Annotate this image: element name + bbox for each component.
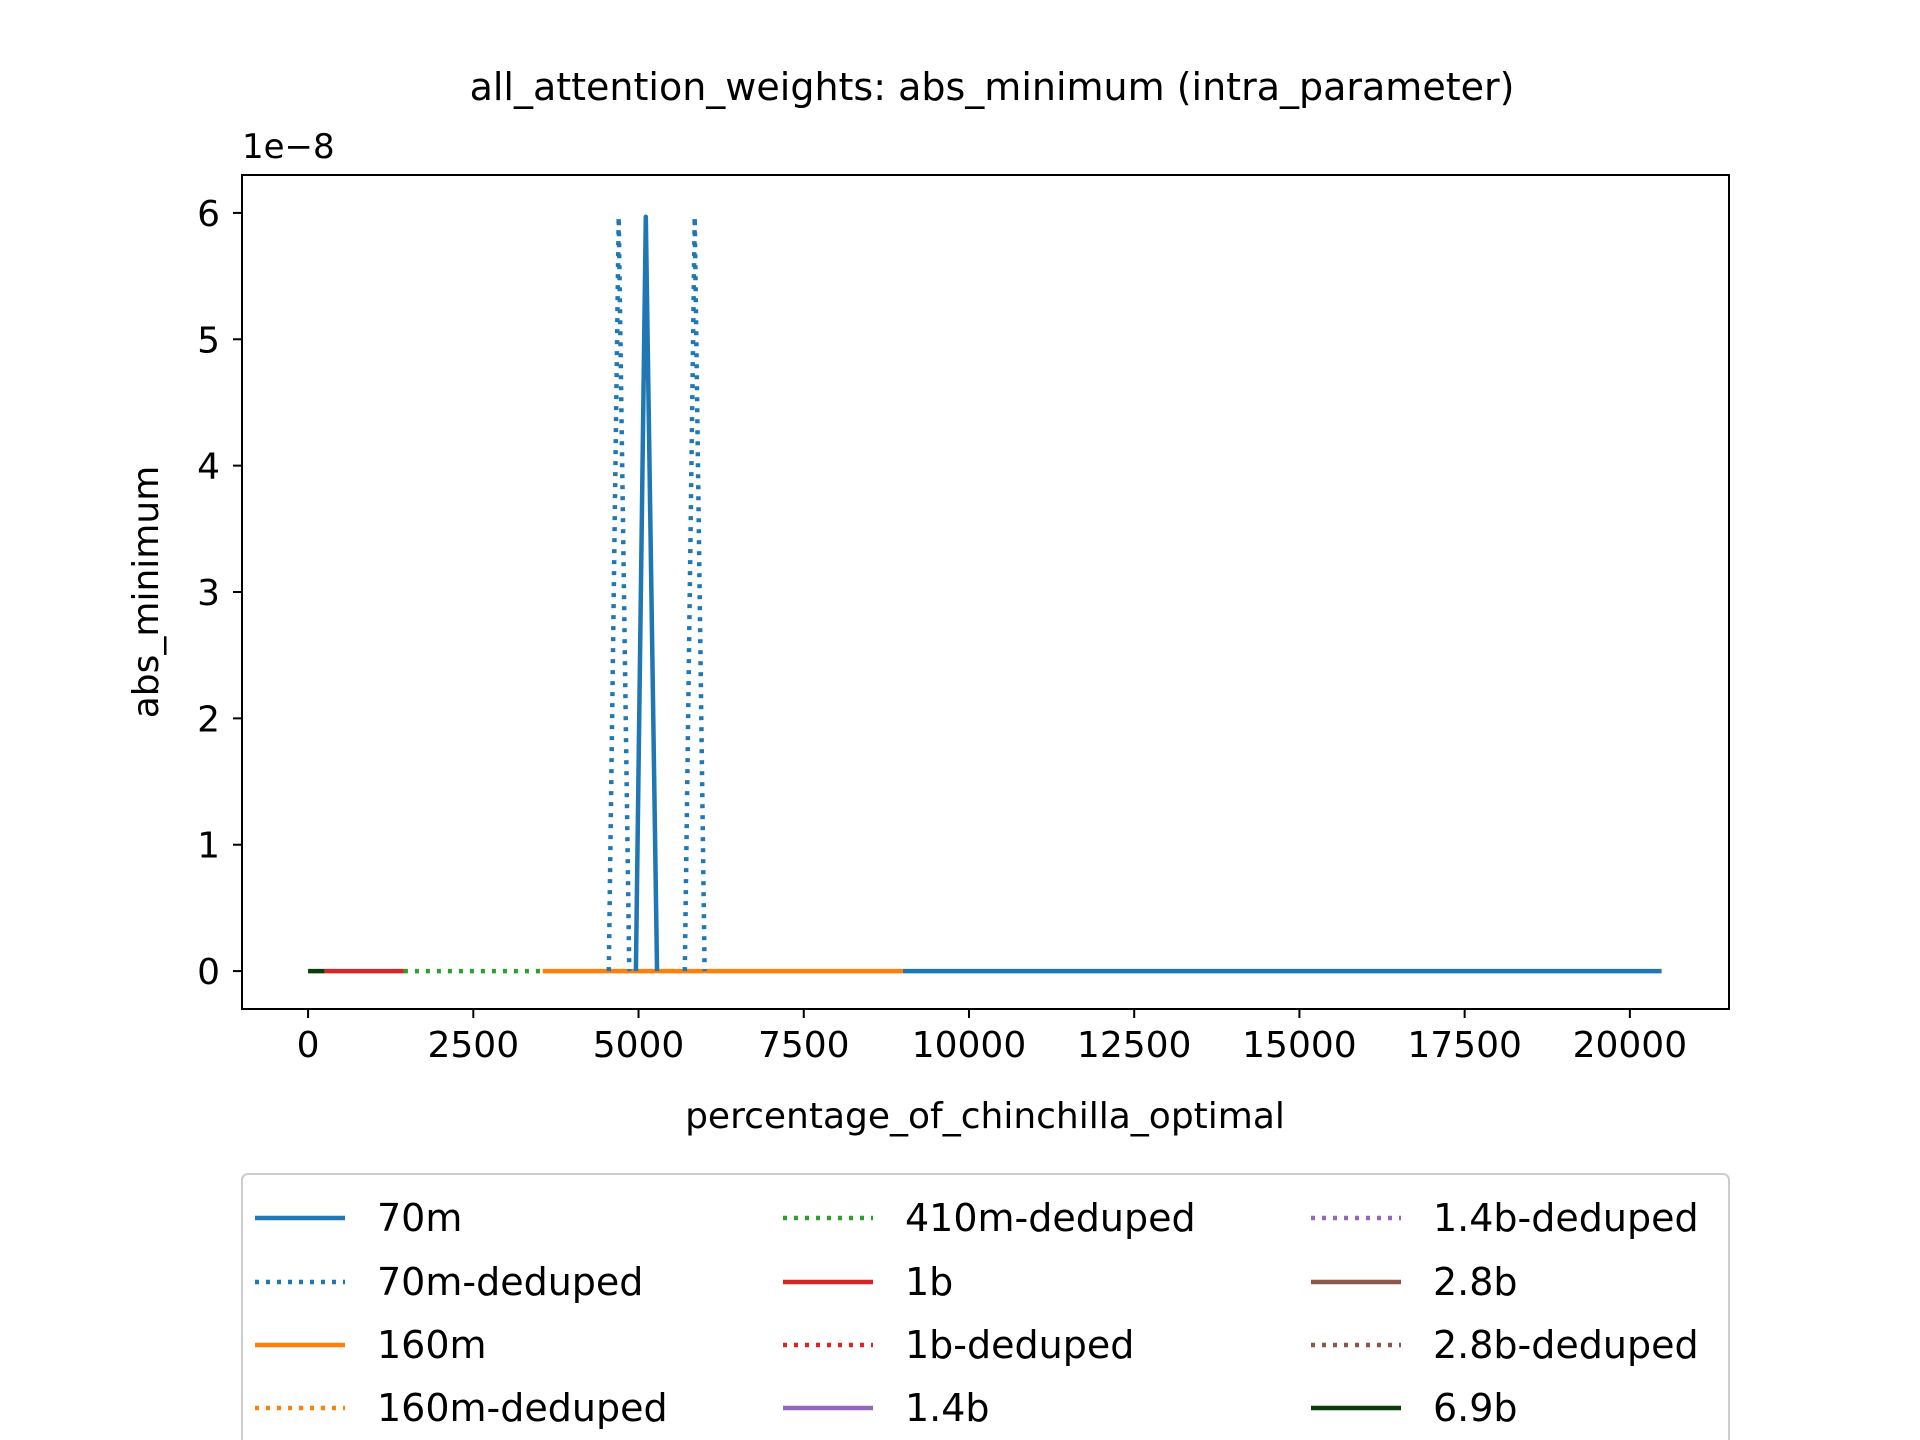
plot-frame bbox=[241, 174, 1730, 1010]
legend-item-410m-deduped: 410m-deduped bbox=[783, 1196, 1196, 1240]
x-axis-ticks: 0 2500 5000 7500 10000 12500 15000 17500 20000 bbox=[297, 1009, 1687, 1066]
y-offset-label: 1e−8 bbox=[242, 127, 335, 167]
legend-item-6-9b: 6.9b bbox=[1311, 1386, 1518, 1430]
chart-title: all_attention_weights: abs_minimum (intr… bbox=[470, 65, 1515, 109]
legend-label: 1.4b-deduped bbox=[1433, 1196, 1699, 1240]
legend-label: 1b-deduped bbox=[905, 1323, 1134, 1367]
legend-frame bbox=[241, 1173, 1730, 1440]
legend-item-1b-deduped: 1b-deduped bbox=[783, 1323, 1134, 1367]
legend-label: 2.8b-deduped bbox=[1433, 1323, 1699, 1367]
x-tick-label: 15000 bbox=[1242, 1025, 1357, 1066]
legend: 70m 70m-deduped 160m 160m-deduped 410m-dedup… bbox=[241, 1173, 1730, 1440]
y-tick-label: 0 bbox=[197, 952, 220, 993]
legend-label: 410m-deduped bbox=[905, 1196, 1196, 1240]
legend-item-160m-deduped: 160m-deduped bbox=[255, 1386, 668, 1430]
legend-item-70m-deduped: 70m-deduped bbox=[255, 1260, 643, 1304]
legend-item-1b: 1b bbox=[783, 1260, 953, 1304]
y-tick-label: 1 bbox=[197, 826, 220, 867]
y-tick-label: 3 bbox=[197, 573, 220, 614]
x-axis-label: percentage_of_chinchilla_optimal bbox=[685, 1096, 1285, 1137]
y-tick-label: 6 bbox=[197, 194, 220, 235]
legend-item-160m: 160m bbox=[255, 1323, 487, 1367]
y-tick-label: 2 bbox=[197, 699, 220, 740]
legend-label: 160m-deduped bbox=[377, 1386, 668, 1430]
y-tick-label: 4 bbox=[197, 447, 220, 488]
legend-label: 1.4b bbox=[905, 1386, 990, 1430]
legend-item-1-4b-deduped: 1.4b-deduped bbox=[1311, 1196, 1699, 1240]
legend-label: 160m bbox=[377, 1323, 487, 1367]
legend-label: 70m bbox=[377, 1196, 462, 1240]
x-tick-label: 5000 bbox=[593, 1025, 685, 1066]
x-tick-label: 0 bbox=[297, 1025, 320, 1066]
legend-label: 1b bbox=[905, 1260, 953, 1304]
y-axis-label: abs_minimum bbox=[126, 466, 167, 719]
x-tick-label: 10000 bbox=[912, 1025, 1027, 1066]
legend-item-70m: 70m bbox=[255, 1196, 462, 1240]
x-tick-label: 12500 bbox=[1077, 1025, 1192, 1066]
x-tick-label: 2500 bbox=[427, 1025, 519, 1066]
series-spike-70m bbox=[633, 214, 660, 972]
x-tick-label: 17500 bbox=[1407, 1025, 1522, 1066]
x-tick-label: 20000 bbox=[1573, 1025, 1688, 1066]
series-spike-70m-deduped bbox=[606, 214, 632, 972]
y-tick-label: 5 bbox=[197, 320, 220, 361]
legend-label: 6.9b bbox=[1433, 1386, 1518, 1430]
series-layer bbox=[308, 214, 1662, 974]
legend-item-2-8b-deduped: 2.8b-deduped bbox=[1311, 1323, 1699, 1367]
legend-label: 2.8b bbox=[1433, 1260, 1518, 1304]
legend-label: 70m-deduped bbox=[377, 1260, 643, 1304]
x-tick-label: 7500 bbox=[758, 1025, 850, 1066]
plot-area bbox=[241, 174, 1730, 1010]
series-spike-70m-deduped bbox=[682, 214, 707, 972]
legend-item-1-4b: 1.4b bbox=[783, 1386, 990, 1430]
legend-item-2-8b: 2.8b bbox=[1311, 1260, 1518, 1304]
y-axis-ticks: 0 1 2 3 4 5 6 bbox=[197, 194, 242, 993]
